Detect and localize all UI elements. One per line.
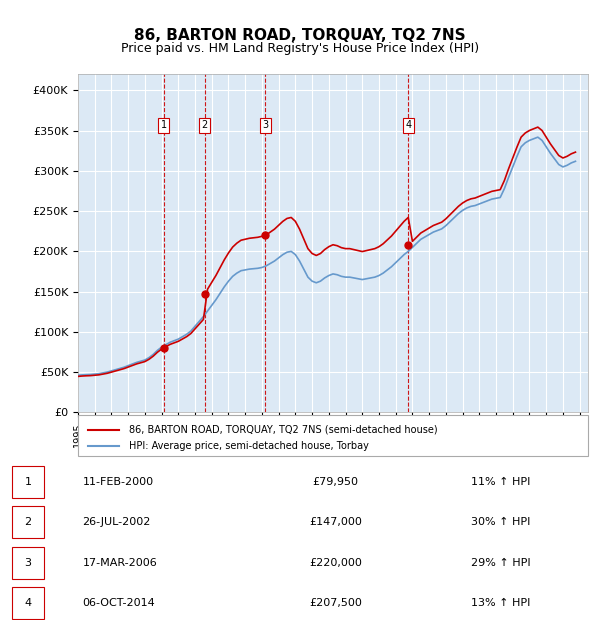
Text: HPI: Average price, semi-detached house, Torbay: HPI: Average price, semi-detached house,… (129, 441, 369, 451)
Text: 26-JUL-2002: 26-JUL-2002 (83, 517, 151, 528)
FancyBboxPatch shape (12, 466, 44, 498)
FancyBboxPatch shape (12, 506, 44, 538)
Text: 86, BARTON ROAD, TORQUAY, TQ2 7NS (semi-detached house): 86, BARTON ROAD, TORQUAY, TQ2 7NS (semi-… (129, 425, 437, 435)
Text: £79,950: £79,950 (313, 477, 358, 487)
Text: £220,000: £220,000 (309, 557, 362, 568)
Text: 1: 1 (161, 120, 167, 130)
Text: 3: 3 (25, 557, 31, 568)
FancyBboxPatch shape (12, 587, 44, 619)
Text: 13% ↑ HPI: 13% ↑ HPI (470, 598, 530, 608)
Text: 2: 2 (25, 517, 31, 528)
Text: £207,500: £207,500 (309, 598, 362, 608)
Text: 2: 2 (202, 120, 208, 130)
Text: 06-OCT-2014: 06-OCT-2014 (83, 598, 155, 608)
Text: £147,000: £147,000 (309, 517, 362, 528)
Text: 29% ↑ HPI: 29% ↑ HPI (470, 557, 530, 568)
Text: 4: 4 (25, 598, 31, 608)
Text: 86, BARTON ROAD, TORQUAY, TQ2 7NS: 86, BARTON ROAD, TORQUAY, TQ2 7NS (134, 28, 466, 43)
Text: 11% ↑ HPI: 11% ↑ HPI (470, 477, 530, 487)
Text: 11-FEB-2000: 11-FEB-2000 (83, 477, 154, 487)
Text: Price paid vs. HM Land Registry's House Price Index (HPI): Price paid vs. HM Land Registry's House … (121, 42, 479, 55)
FancyBboxPatch shape (78, 415, 588, 456)
Text: 4: 4 (406, 120, 412, 130)
Text: 3: 3 (262, 120, 269, 130)
Text: 30% ↑ HPI: 30% ↑ HPI (470, 517, 530, 528)
Text: 17-MAR-2006: 17-MAR-2006 (83, 557, 157, 568)
Text: 1: 1 (25, 477, 31, 487)
FancyBboxPatch shape (12, 547, 44, 579)
